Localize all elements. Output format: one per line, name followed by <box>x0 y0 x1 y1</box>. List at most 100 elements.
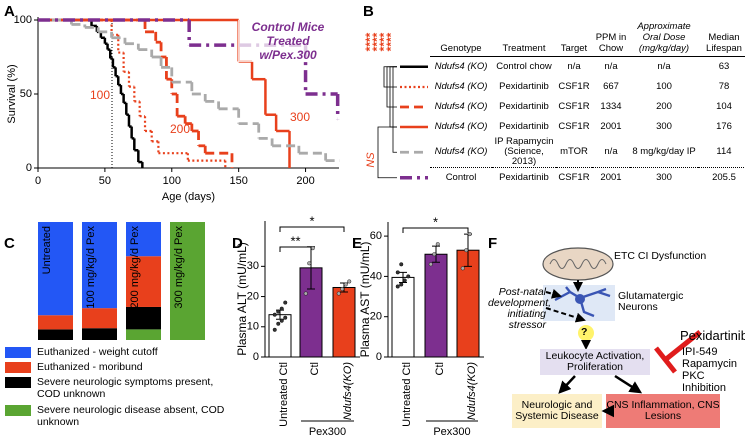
data-point <box>340 287 345 292</box>
y-tick-label: 30 <box>247 260 259 272</box>
data-point <box>283 300 288 305</box>
data-point <box>307 261 312 266</box>
data-point <box>435 242 440 247</box>
panel-label: F <box>488 235 497 252</box>
data-point <box>272 312 277 317</box>
table-cell: 200 <box>656 101 672 112</box>
category-label: Untreated Ctl <box>278 362 290 427</box>
group-label: Pex300 <box>309 426 346 438</box>
panel-label: C <box>4 235 15 252</box>
column-header: Median Lifespan <box>698 14 745 57</box>
table-row: Ndufs4 (KO) Pexidartinib CSF1R 2001 300 176 <box>430 117 745 137</box>
x-tick-label: 50 <box>99 175 111 187</box>
table-cell: Ndufs4 (KO) <box>434 81 488 92</box>
diagram-node: CNS Inflammation, CNS Lesions <box>606 399 720 422</box>
legend-label: Severe neurologic disease absent, COD un… <box>37 404 225 428</box>
data-point <box>303 291 308 296</box>
category-label: 300 mg/kg/d Pex <box>173 226 185 309</box>
table-cell: 78 <box>718 81 730 92</box>
annotation: Control Mice Treated w/Pex.300 <box>238 20 338 62</box>
table-cell: Pexidartinib <box>499 121 549 132</box>
data-point <box>467 232 472 237</box>
category-label: Ctl <box>434 362 446 375</box>
category-label: Untreated Ctl <box>401 362 413 427</box>
table-cell: Ndufs4 (KO) <box>434 61 488 72</box>
table-cell: 100 <box>656 81 672 92</box>
significance-label: * <box>309 213 314 228</box>
bar-segment <box>126 306 161 330</box>
legend-label: Euthanized - weight cutoff <box>37 346 158 358</box>
table-row: Ndufs4 (KO) Pexidartinib CSF1R 1334 200 104 <box>430 97 745 117</box>
table-cell: n/a <box>592 137 630 168</box>
x-axis-label: Age (days) <box>162 191 215 203</box>
bar-segment <box>38 315 73 330</box>
table-row: Ndufs4 (KO) Pexidartinib CSF1R 667 100 78 <box>430 77 745 97</box>
table-cell: 300 <box>656 121 672 132</box>
bar-segment <box>82 308 117 329</box>
column-header: Approximate Oral Dose (mg/kg/day) <box>630 14 698 57</box>
table-cell: n/a <box>567 61 581 72</box>
panel-label: A <box>4 3 15 20</box>
diagram-shapes <box>512 247 720 428</box>
data-point <box>276 321 281 326</box>
data-point <box>395 284 400 289</box>
data-point <box>432 252 437 257</box>
data-table: Genotype Treatment Target PPM in Chow Approx… <box>430 14 745 188</box>
table-cell: 63 <box>718 61 730 72</box>
significance-bracket <box>279 226 345 232</box>
data-point <box>279 318 284 323</box>
bar-segment <box>126 256 161 307</box>
table-cell: 8 mg/kg/day IP <box>630 137 698 168</box>
x-tick-label: 100 <box>163 175 181 187</box>
category-label: Ctl <box>309 362 321 375</box>
y-tick-label: 10 <box>247 321 259 333</box>
y-axis-label: Plasma AST (mU/mL) <box>358 242 372 358</box>
data-point <box>399 282 404 287</box>
data-point <box>402 278 407 283</box>
bar <box>424 253 448 358</box>
annotation: 200 <box>170 122 190 136</box>
significance-bracket <box>279 246 312 252</box>
bar-segment <box>82 328 117 340</box>
x-tick-label: 200 <box>296 175 314 187</box>
category-label: Ndufs4(KO) <box>342 362 354 420</box>
diagram-node: ? <box>581 326 588 338</box>
table-cell: Pexidartinib <box>499 172 549 183</box>
table-cell: Pexidartinib <box>499 81 549 92</box>
significance-bracket <box>383 66 397 88</box>
table-row: Control Pexidartinib CSF1R 2001 300 205.5 <box>430 168 745 189</box>
legend-label: Severe neurologic symptoms present, COD … <box>37 376 214 400</box>
significance-label: ** <box>290 233 300 248</box>
legend-swatch <box>5 405 31 416</box>
diagram-node: Pexidartinib <box>680 328 745 343</box>
group-label: Pex300 <box>433 426 470 438</box>
panel-label: D <box>232 235 243 252</box>
bar-segment <box>38 222 73 316</box>
category-label: 100 mg/kg/d Pex <box>85 226 97 309</box>
data-point <box>347 279 352 284</box>
diagram-node: IPI-549 Rapamycin PKC Inhibition <box>682 346 738 394</box>
y-tick-label: 0 <box>376 351 382 363</box>
data-point <box>406 274 411 279</box>
bar <box>391 276 415 358</box>
table-cell: Ndufs4 (KO) <box>434 101 488 112</box>
table-cell: Control <box>445 172 477 183</box>
bar <box>332 286 356 358</box>
data-point <box>272 327 277 332</box>
table-cell: Ndufs4 (KO) <box>434 121 488 132</box>
x-tick-label: 150 <box>229 175 247 187</box>
significance-label: **** <box>384 32 398 51</box>
table-cell: CSF1R <box>558 101 590 112</box>
data-point <box>395 270 400 275</box>
diagram-node: Glutamatergic Neurons <box>618 290 684 313</box>
diagram-node: ETC CI Dysfunction <box>614 250 707 262</box>
y-axis-label: Plasma ALT (mU/mL) <box>235 242 249 356</box>
y-tick-label: 0 <box>253 351 259 363</box>
y-tick-label: 100 <box>14 14 32 26</box>
panel-label: B <box>363 3 374 20</box>
legend-swatch <box>5 347 31 358</box>
x-tick-label: 0 <box>35 175 41 187</box>
table-cell: 114 <box>698 137 745 168</box>
